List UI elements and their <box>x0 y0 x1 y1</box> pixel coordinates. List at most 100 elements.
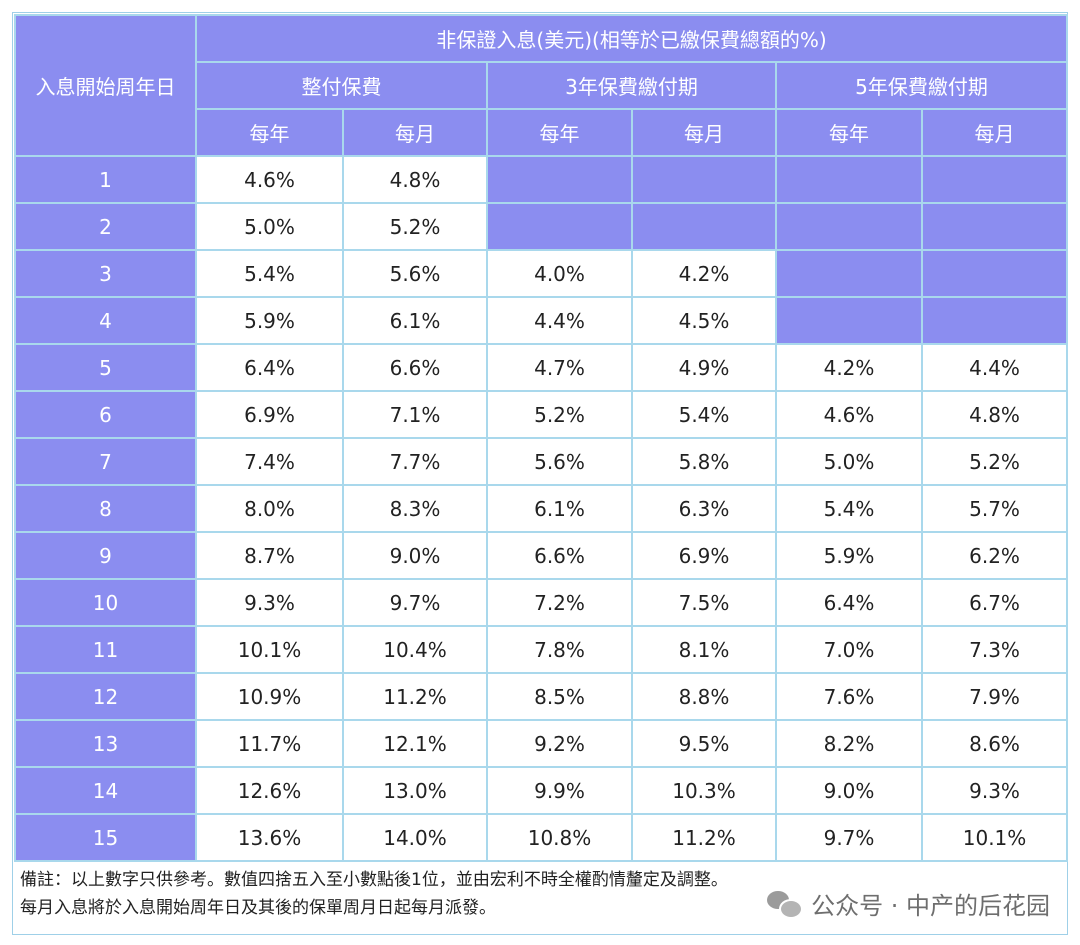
empty-cell <box>920 202 1069 251</box>
rate-cell: 14.0% <box>342 813 488 862</box>
rate-cell: 4.4% <box>920 343 1069 392</box>
row-year-label: 3 <box>14 249 197 298</box>
rate-cell: 10.8% <box>486 813 633 862</box>
rate-cell: 8.3% <box>342 484 488 533</box>
rate-cell: 8.8% <box>631 672 777 721</box>
row-year-label: 13 <box>14 719 197 768</box>
rate-cell: 7.3% <box>920 625 1069 674</box>
subheader-annual: 每年 <box>195 108 344 157</box>
table-row: 15 13.6% 14.0% 10.8% 11.2% 9.7% 10.1% <box>14 813 1069 862</box>
rate-cell: 4.7% <box>486 343 633 392</box>
rate-cell: 8.6% <box>920 719 1069 768</box>
row-year-label: 10 <box>14 578 197 627</box>
row-year-label: 4 <box>14 296 197 345</box>
rate-cell: 9.0% <box>775 766 923 815</box>
rate-cell: 4.0% <box>486 249 633 298</box>
table-row: 9 8.7% 9.0% 6.6% 6.9% 5.9% 6.2% <box>14 531 1069 580</box>
rate-cell: 9.0% <box>342 531 488 580</box>
table-row: 5 6.4% 6.6% 4.7% 4.9% 4.2% 4.4% <box>14 343 1069 392</box>
rate-cell: 11.2% <box>631 813 777 862</box>
rate-cell: 6.4% <box>195 343 344 392</box>
rate-cell: 13.0% <box>342 766 488 815</box>
rate-cell: 5.2% <box>342 202 488 251</box>
rate-cell: 10.3% <box>631 766 777 815</box>
rate-cell: 5.2% <box>486 390 633 439</box>
rate-cell: 9.3% <box>195 578 344 627</box>
rate-cell: 6.3% <box>631 484 777 533</box>
watermark: 公众号 · 中产的后花园 <box>767 886 1050 921</box>
rate-cell: 6.6% <box>486 531 633 580</box>
rate-cell: 4.2% <box>631 249 777 298</box>
row-year-label: 1 <box>14 155 197 204</box>
rate-cell: 12.1% <box>342 719 488 768</box>
row-year-label: 6 <box>14 390 197 439</box>
rate-cell: 7.2% <box>486 578 633 627</box>
subheader-annual: 每年 <box>486 108 633 157</box>
rate-cell: 12.6% <box>195 766 344 815</box>
rate-cell: 5.9% <box>775 531 923 580</box>
rate-cell: 10.1% <box>195 625 344 674</box>
table-row: 13 11.7% 12.1% 9.2% 9.5% 8.2% 8.6% <box>14 719 1069 768</box>
rate-cell: 6.1% <box>342 296 488 345</box>
rate-cell: 4.9% <box>631 343 777 392</box>
rate-cell: 10.1% <box>920 813 1069 862</box>
empty-cell <box>920 249 1069 298</box>
rate-cell: 7.0% <box>775 625 923 674</box>
rate-cell: 4.2% <box>775 343 923 392</box>
table-row: 1 4.6% 4.8% <box>14 155 1069 204</box>
rate-cell: 5.0% <box>195 202 344 251</box>
row-year-label: 12 <box>14 672 197 721</box>
empty-cell <box>486 155 633 204</box>
rate-cell: 6.4% <box>775 578 923 627</box>
rate-cell: 6.9% <box>631 531 777 580</box>
rate-cell: 8.1% <box>631 625 777 674</box>
rate-cell: 4.4% <box>486 296 633 345</box>
rate-cell: 7.1% <box>342 390 488 439</box>
rate-cell: 9.7% <box>775 813 923 862</box>
table-row: 12 10.9% 11.2% 8.5% 8.8% 7.6% 7.9% <box>14 672 1069 721</box>
empty-cell <box>775 249 923 298</box>
empty-cell <box>775 202 923 251</box>
rate-cell: 7.7% <box>342 437 488 486</box>
footnote-line: 備註：以上數字只供參考。數值四捨五入至小數點後1位，並由宏利不時全權酌情釐定及調… <box>20 870 728 890</box>
rate-cell: 5.8% <box>631 437 777 486</box>
row-year-label: 9 <box>14 531 197 580</box>
rate-cell: 7.5% <box>631 578 777 627</box>
subheader-monthly: 每月 <box>342 108 488 157</box>
row-header-title: 入息開始周年日 <box>14 14 197 157</box>
group-header-3-year: 3年保費繳付期 <box>486 61 777 110</box>
empty-cell <box>775 155 923 204</box>
footnote-line: 每月入息將於入息開始周年日及其後的保單周月日起每月派發。 <box>20 898 496 918</box>
rate-cell: 6.1% <box>486 484 633 533</box>
row-year-label: 14 <box>14 766 197 815</box>
empty-cell <box>920 155 1069 204</box>
rate-cell: 8.2% <box>775 719 923 768</box>
rate-cell: 5.4% <box>775 484 923 533</box>
rate-cell: 7.4% <box>195 437 344 486</box>
table-row: 11 10.1% 10.4% 7.8% 8.1% 7.0% 7.3% <box>14 625 1069 674</box>
rate-cell: 6.6% <box>342 343 488 392</box>
row-year-label: 2 <box>14 202 197 251</box>
row-year-label: 15 <box>14 813 197 862</box>
row-year-label: 5 <box>14 343 197 392</box>
rate-cell: 13.6% <box>195 813 344 862</box>
rate-cell: 10.4% <box>342 625 488 674</box>
row-year-label: 11 <box>14 625 197 674</box>
rate-cell: 8.0% <box>195 484 344 533</box>
footnotes: 備註：以上數字只供參考。數值四捨五入至小數點後1位，並由宏利不時全權酌情釐定及調… <box>20 866 728 922</box>
subheader-annual: 每年 <box>775 108 923 157</box>
table-row: 7 7.4% 7.7% 5.6% 5.8% 5.0% 5.2% <box>14 437 1069 486</box>
rate-cell: 5.6% <box>486 437 633 486</box>
subheader-monthly: 每月 <box>920 108 1069 157</box>
row-year-label: 8 <box>14 484 197 533</box>
rate-cell: 5.0% <box>775 437 923 486</box>
rate-cell: 8.5% <box>486 672 633 721</box>
rate-cell: 5.4% <box>631 390 777 439</box>
group-header-single-premium: 整付保費 <box>195 61 488 110</box>
rate-cell: 5.2% <box>920 437 1069 486</box>
rate-cell: 11.2% <box>342 672 488 721</box>
top-header: 非保證入息(美元)(相等於已繳保費總額的%) <box>194 14 1069 63</box>
subheader-monthly: 每月 <box>631 108 777 157</box>
rate-cell: 5.6% <box>342 249 488 298</box>
table-row: 14 12.6% 13.0% 9.9% 10.3% 9.0% 9.3% <box>14 766 1069 815</box>
